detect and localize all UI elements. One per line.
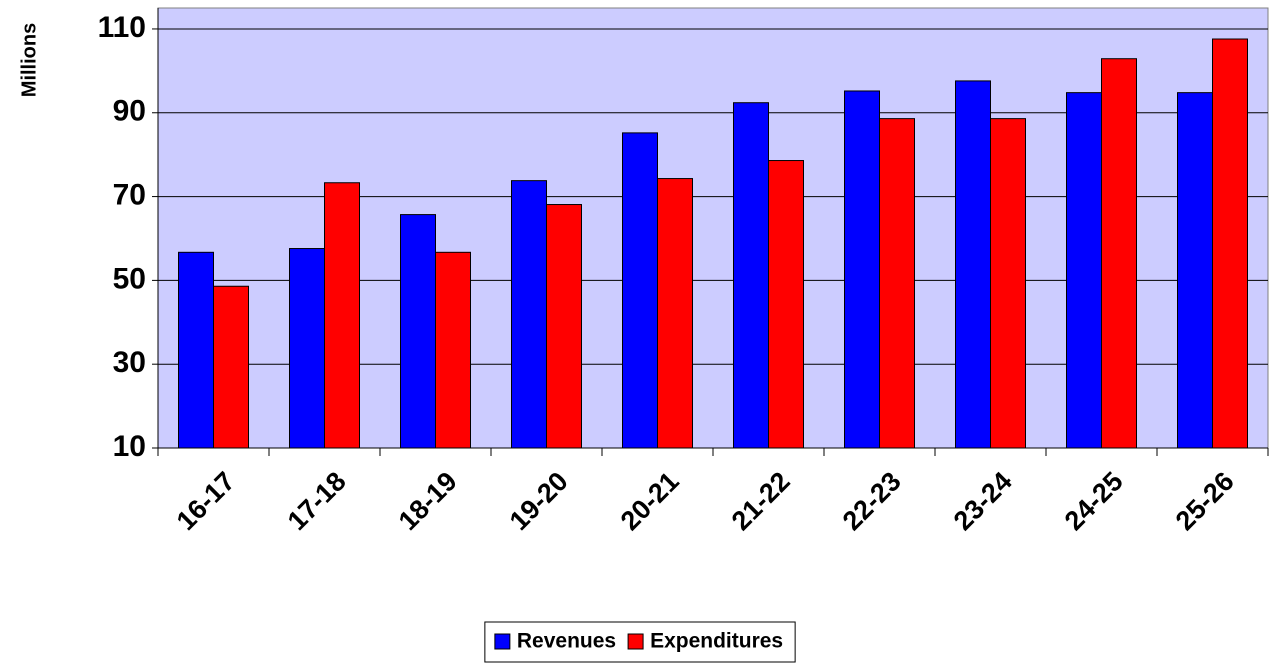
y-tick-label: 30 [113,346,146,379]
y-axis-label: Millions [18,23,40,97]
bar [289,248,325,449]
legend-label: Revenues [517,630,616,653]
bar [178,251,214,449]
bar [733,102,769,449]
bar [400,214,436,449]
x-tick-label: 16-17 [171,466,241,536]
bar [955,80,991,449]
x-tick-label: 23-24 [948,466,1018,536]
x-tick-label: 20-21 [615,466,685,536]
bar [546,204,582,449]
bar [511,180,547,449]
x-tick-label: 17-18 [282,466,352,536]
bar [324,182,360,449]
bar [1066,92,1102,449]
y-tick-label: 110 [98,11,146,44]
bar [1101,58,1137,449]
bar [657,178,693,449]
legend-swatch [627,633,644,650]
bar [435,251,471,449]
x-tick-label: 19-20 [504,466,574,536]
y-tick-label: 10 [113,430,146,463]
bar [879,118,915,449]
y-tick-label: 50 [113,262,146,295]
x-tick-label: 21-22 [726,466,796,536]
bar [1212,38,1248,449]
legend-swatch [494,633,511,650]
y-tick-label: 90 [113,95,146,128]
bar [768,160,804,449]
x-tick-label: 18-19 [393,466,463,536]
x-tick-label: 25-26 [1170,466,1240,536]
bar [990,118,1026,449]
bar [1177,92,1213,449]
bar [213,285,249,449]
x-tick-label: 22-23 [837,466,907,536]
y-tick-label: 70 [113,178,146,211]
bar [622,132,658,449]
x-tick-label: 24-25 [1059,466,1129,536]
bar [844,90,880,449]
legend-label: Expenditures [650,630,783,653]
